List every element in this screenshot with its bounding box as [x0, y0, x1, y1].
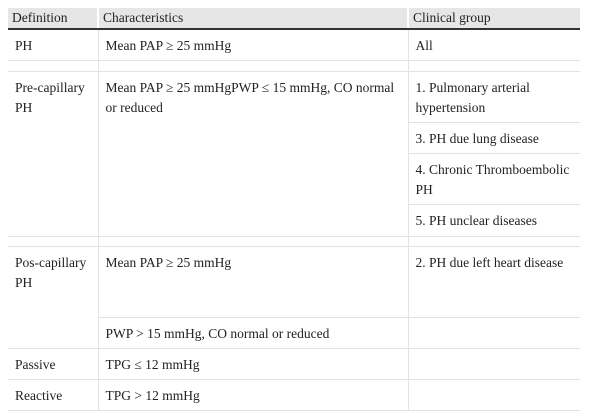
cell	[408, 348, 580, 380]
cell: PH	[8, 29, 99, 61]
cell: Mean PAP ≥ 25 mmHg	[98, 246, 409, 318]
header-row: Definition Characteristics Clinical grou…	[8, 8, 580, 30]
table: Definition Characteristics Clinical grou…	[8, 8, 580, 411]
cell: Mean PAP ≥ 25 mmHg	[98, 29, 409, 61]
cell: Pos-capillary PH	[8, 246, 99, 349]
cell	[408, 379, 580, 411]
cell: Mean PAP ≥ 25 mmHgPWP ≤ 15 mmHg, CO norm…	[98, 71, 409, 237]
cell: 5. PH unclear diseases	[408, 204, 580, 237]
cell: 4. Chronic Thromboembolic PH	[408, 153, 580, 205]
header-cell: Characteristics	[98, 8, 409, 30]
header-cell: Clinical group	[408, 8, 580, 30]
cell: Passive	[8, 348, 99, 380]
cell: Reactive	[8, 379, 99, 411]
cell: 3. PH due lung disease	[408, 122, 580, 154]
cell: TPG ≤ 12 mmHg	[98, 348, 409, 380]
cell: All	[408, 29, 580, 61]
cell	[408, 317, 580, 349]
header-cell: Definition	[8, 8, 99, 30]
cell: 1. Pulmonary arterial hypertension	[408, 71, 580, 123]
cell: Pre-capillary PH	[8, 71, 99, 237]
cell: TPG > 12 mmHg	[98, 379, 409, 411]
cell: PWP > 15 mmHg, CO normal or reduced	[98, 317, 409, 349]
cell: 2. PH due left heart disease	[408, 246, 580, 318]
